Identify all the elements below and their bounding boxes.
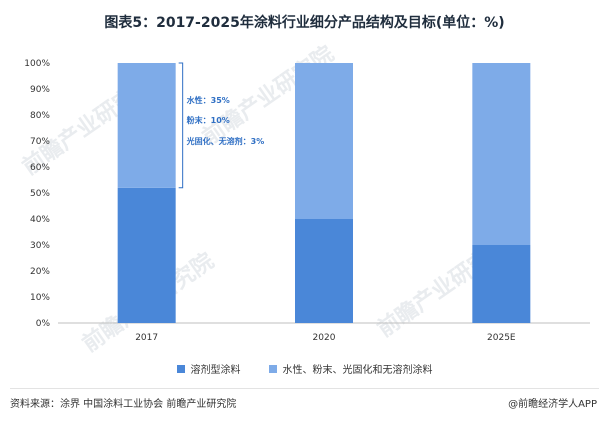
y-tick-label: 50% [30,189,50,199]
legend-item-other: 水性、粉末、光固化和无溶剂涂料 [268,361,433,376]
y-tick-label: 70% [30,137,50,147]
legend-swatch-other [268,364,277,373]
y-tick-label: 40% [30,215,50,225]
legend-swatch-solvent [176,364,185,373]
annotation-label: 水性：35% [186,95,230,105]
legend: 溶剂型涂料 水性、粉末、光固化和无溶剂涂料 [0,361,609,376]
annotation-bracket [178,62,184,189]
x-tick-label: 2025E [487,333,516,343]
y-tick-label: 100% [24,59,50,69]
bar-segment-solvent [472,245,531,323]
x-tick-label: 2020 [313,333,336,343]
annotation-label: 粉末：10% [187,115,230,125]
footer-divider [10,388,599,389]
annotation-label: 光固化、无溶剂：3% [186,136,265,146]
y-tick-label: 80% [30,111,50,121]
legend-label-other: 水性、粉末、光固化和无溶剂涂料 [282,365,433,376]
legend-item-solvent: 溶剂型涂料 [176,361,241,376]
y-tick-label: 90% [30,85,50,95]
y-tick-label: 20% [30,267,50,277]
x-tick-label: 2017 [135,333,158,343]
chart-title: 图表5：2017-2025年涂料行业细分产品结构及目标(单位：%) [104,15,505,31]
y-tick-label: 0% [36,319,51,329]
source-note: 资料来源：涂界 中国涂料工业协会 前瞻产业研究院 [10,399,237,410]
y-tick-label: 10% [30,293,50,303]
y-tick-label: 60% [30,163,50,173]
bar-segment-other [117,63,176,188]
bar-segment-solvent [295,219,353,323]
bar-segment-solvent [117,187,176,323]
legend-label-solvent: 溶剂型涂料 [190,365,241,376]
brand-credit: @前瞻经济学人APP [508,399,597,410]
bar-segment-other [295,63,353,219]
y-tick-label: 30% [30,241,50,251]
bar-segment-other [472,63,531,245]
